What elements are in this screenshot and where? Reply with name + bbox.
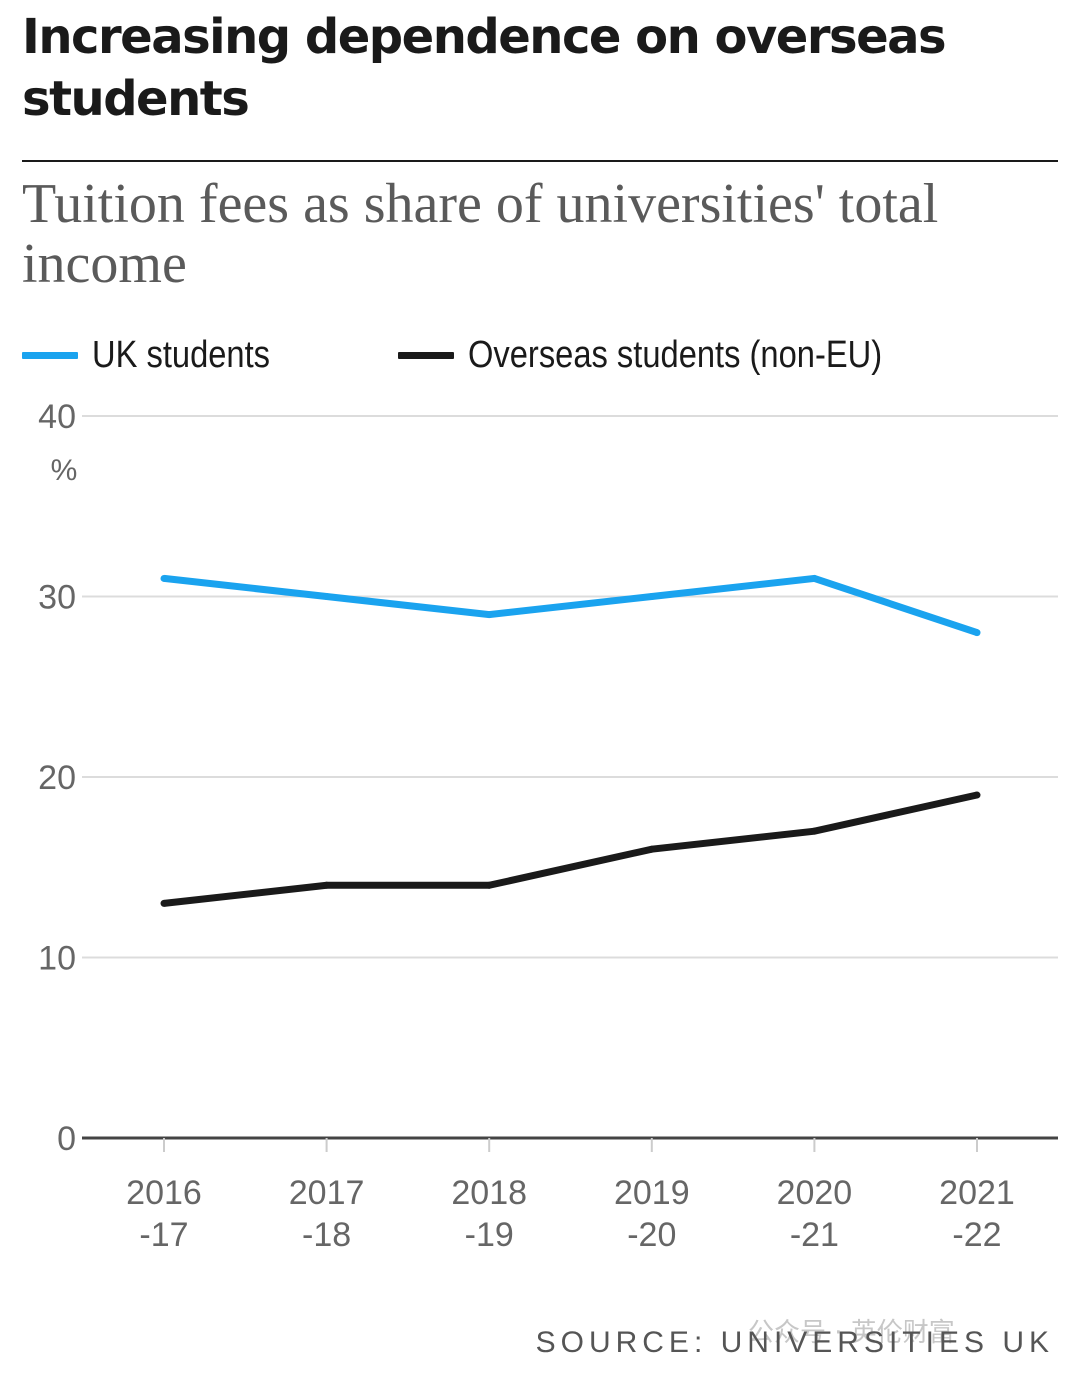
y-tick-label-0: 0 <box>57 1120 76 1158</box>
y-unit-label: % <box>51 454 78 487</box>
x-tick-label: 2017 -18 <box>289 1174 365 1254</box>
data-point <box>810 827 818 835</box>
y-tick-label-40: 40 <box>38 398 76 436</box>
data-point <box>810 574 818 582</box>
data-point <box>160 899 168 907</box>
line-chart: 0 10 20 30 40% 2016 -17 2017 -18 2018 -19 2019 -20 20… <box>38 398 1058 1254</box>
y-tick-label-10: 10 <box>38 940 76 978</box>
data-point <box>973 629 981 637</box>
data-point <box>485 881 493 889</box>
legend-swatch-uk-students <box>22 351 78 359</box>
data-point <box>323 881 331 889</box>
y-tick-label-20: 20 <box>38 759 76 797</box>
x-tick-label: 2020 -21 <box>777 1174 853 1254</box>
x-tick-label: 2021 -22 <box>939 1174 1015 1254</box>
data-point <box>485 611 493 619</box>
legend-label-uk-students: UK students <box>92 333 271 376</box>
source-note: SOURCE: UNIVERSITIES UK <box>535 1326 1054 1359</box>
data-point <box>973 791 981 799</box>
data-point <box>648 593 656 600</box>
legend-label-overseas-students: Overseas students (non-EU) <box>468 333 883 376</box>
title-divider <box>22 160 1058 162</box>
series-line-overseas-students <box>163 791 978 907</box>
chart-subtitle: Tuition fees as share of universities' t… <box>22 173 939 295</box>
x-tick-label: 2019 -20 <box>614 1174 690 1254</box>
data-point <box>648 845 656 853</box>
series-line-uk-students <box>163 574 979 636</box>
x-tick-label: 2018 -19 <box>451 1174 527 1254</box>
legend-item-uk-students: UK students <box>22 330 299 380</box>
watermark-text: 公众号 · 英伦财富 <box>748 1318 955 1348</box>
legend-item-overseas-students: Overseas students (non-EU) <box>398 330 950 380</box>
data-point <box>160 574 168 582</box>
chart-legend: UK students Overseas students (non-EU) <box>22 330 1062 380</box>
legend-swatch-overseas-students <box>398 351 454 359</box>
x-tick-label: 2016 -17 <box>126 1174 202 1254</box>
chart-title: Increasing dependence on overseas studen… <box>22 9 947 127</box>
y-tick-label-30: 30 <box>38 579 76 617</box>
data-point <box>323 593 331 600</box>
